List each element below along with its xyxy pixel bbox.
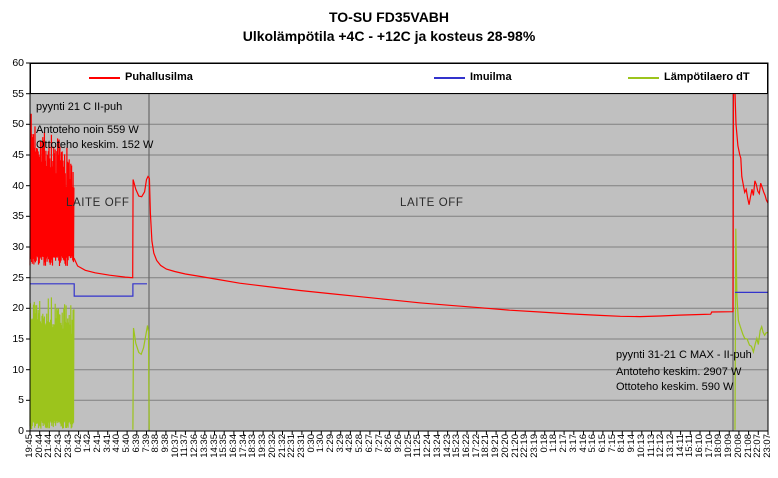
- legend: Puhallusilma Imuilma Lämpötilaero dT: [30, 63, 768, 94]
- y-axis-label: 5: [18, 394, 24, 406]
- y-axis-label: 15: [12, 333, 24, 345]
- y-axis-label: 30: [12, 241, 24, 253]
- series-l-mp-tilaero-dt: [132, 325, 150, 430]
- annotation-device-off-2: LAITE OFF: [400, 197, 464, 209]
- legend-swatch-green-line: [628, 77, 659, 79]
- series-puhallusilma: [73, 92, 769, 318]
- y-axis-label: 60: [12, 57, 24, 69]
- annotation-request-setting-max: pyynti 31-21 C MAX - II-puh: [616, 349, 752, 361]
- y-axis-label: 0: [18, 425, 24, 437]
- x-axis-label: 23:07: [762, 434, 773, 458]
- y-axis-label: 35: [12, 210, 24, 222]
- y-axis-label: 55: [12, 88, 24, 100]
- y-axis-label: 50: [12, 118, 24, 130]
- legend-swatch-blue-line: [434, 77, 465, 79]
- y-axis-label: 40: [12, 180, 24, 192]
- series-l-mp-tilaero-dt: [734, 228, 769, 430]
- chart-subtitle: Ulkolämpötila +4C - +12C ja kosteus 28-9…: [242, 28, 536, 44]
- legend-swatch-red-line: [89, 77, 120, 79]
- annotation-output-power-max: Antoteho keskim. 2907 W: [616, 366, 742, 378]
- legend-label: Lämpötilaero dT: [664, 71, 750, 83]
- y-axis-label: 25: [12, 272, 24, 284]
- annotation-output-power: Antoteho noin 559 W: [36, 124, 139, 136]
- annotation-input-power: Ottoteho keskim. 152 W: [36, 139, 154, 151]
- annotation-input-power-max: Ottoteho keskim. 590 W: [616, 381, 734, 393]
- legend-label: Puhallusilma: [125, 71, 193, 83]
- y-axis-label: 10: [12, 364, 24, 376]
- series-puhallusilma: [29, 113, 75, 267]
- annotation-request-setting: pyynti 21 C II-puh: [36, 101, 123, 113]
- annotation-device-off-1: LAITE OFF: [66, 197, 130, 209]
- chart-title: TO-SU FD35VABH: [328, 9, 450, 25]
- y-axis-label: 45: [12, 149, 24, 161]
- y-axis-label: 20: [12, 302, 24, 314]
- series-l-mp-tilaero-dt: [29, 297, 75, 430]
- series-imuilma: [30, 283, 147, 297]
- legend-label: Imuilma: [470, 71, 512, 83]
